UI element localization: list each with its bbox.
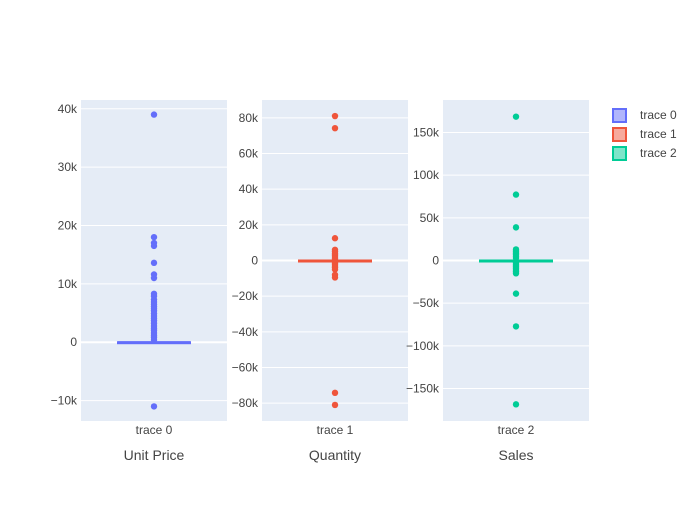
y-tick-label: −80k [232,396,259,410]
outlier-point [512,224,520,231]
outlier-point [331,235,339,242]
outlier-point [150,259,158,267]
outlier-point [512,270,520,277]
outlier-point [331,274,339,281]
y-tick-label: 30k [58,160,78,174]
outlier-point [512,323,520,330]
legend-label: trace 0 [640,108,677,122]
outlier-point [150,111,158,118]
outlier-point [150,336,158,344]
y-tick-label: 40k [239,182,259,196]
panel-trace-1: −80k −60k −40k −20k 0 20k 40k 60k 80k trace 1 Quan… [232,100,408,463]
y-tick-label: 60k [239,147,259,161]
y-tick-label: −10k [51,394,78,408]
x-tick-label: trace 1 [317,423,354,437]
outlier-point [331,124,339,132]
outlier-point [512,401,520,408]
legend-label: trace 1 [640,127,677,141]
outlier-point [331,266,339,273]
y-tick-label: −150k [406,382,440,396]
x-tick-label: trace 0 [136,423,173,437]
legend-item[interactable]: trace 2 [612,146,677,161]
legend-label: trace 2 [640,146,677,160]
y-tick-label: −60k [232,361,259,375]
legend: trace 0 trace 1 trace 2 [612,108,677,161]
y-tick-label: 10k [58,277,78,291]
legend-swatch [612,146,627,161]
x-axis-title: Sales [498,447,533,463]
y-tick-label: 0 [251,254,258,268]
y-tick-label: 0 [432,254,439,268]
y-tick-label: 100k [413,168,440,182]
outlier-point [150,242,158,250]
y-tick-label: 50k [420,211,440,225]
x-axis-title: Unit Price [124,447,185,463]
legend-swatch [612,108,627,123]
x-tick-label: trace 2 [498,423,535,437]
x-axis-title: Quantity [309,447,361,463]
outlier-point [331,112,339,120]
outlier-point [150,233,158,241]
y-tick-label: 20k [239,218,259,232]
y-tick-label: −100k [406,339,440,353]
legend-swatch [612,127,627,142]
panel-trace-0: −10k 0 10k 20k 30k 40k trace 0 Unit Price [51,100,227,463]
outlier-point [512,290,520,297]
outlier-point [512,113,520,120]
y-tick-label: −40k [232,325,259,339]
outlier-point [512,254,520,262]
y-tick-label: 20k [58,218,78,232]
legend-item[interactable]: trace 1 [612,127,677,142]
panel-trace-2: −150k −100k −50k 0 50k 100k 150k trace 2 Sales [406,100,589,463]
outlier-point [150,403,158,410]
outlier-point [331,389,339,397]
outlier-point [512,191,520,198]
y-tick-label: 80k [239,111,259,125]
legend-item[interactable]: trace 0 [612,108,677,123]
outlier-point [150,274,158,282]
y-tick-label: 40k [58,102,78,116]
y-tick-label: 150k [413,125,440,139]
outlier-point [331,401,339,409]
y-tick-label: −50k [413,296,440,310]
y-tick-label: −20k [232,289,259,303]
y-tick-label: 0 [70,335,77,349]
